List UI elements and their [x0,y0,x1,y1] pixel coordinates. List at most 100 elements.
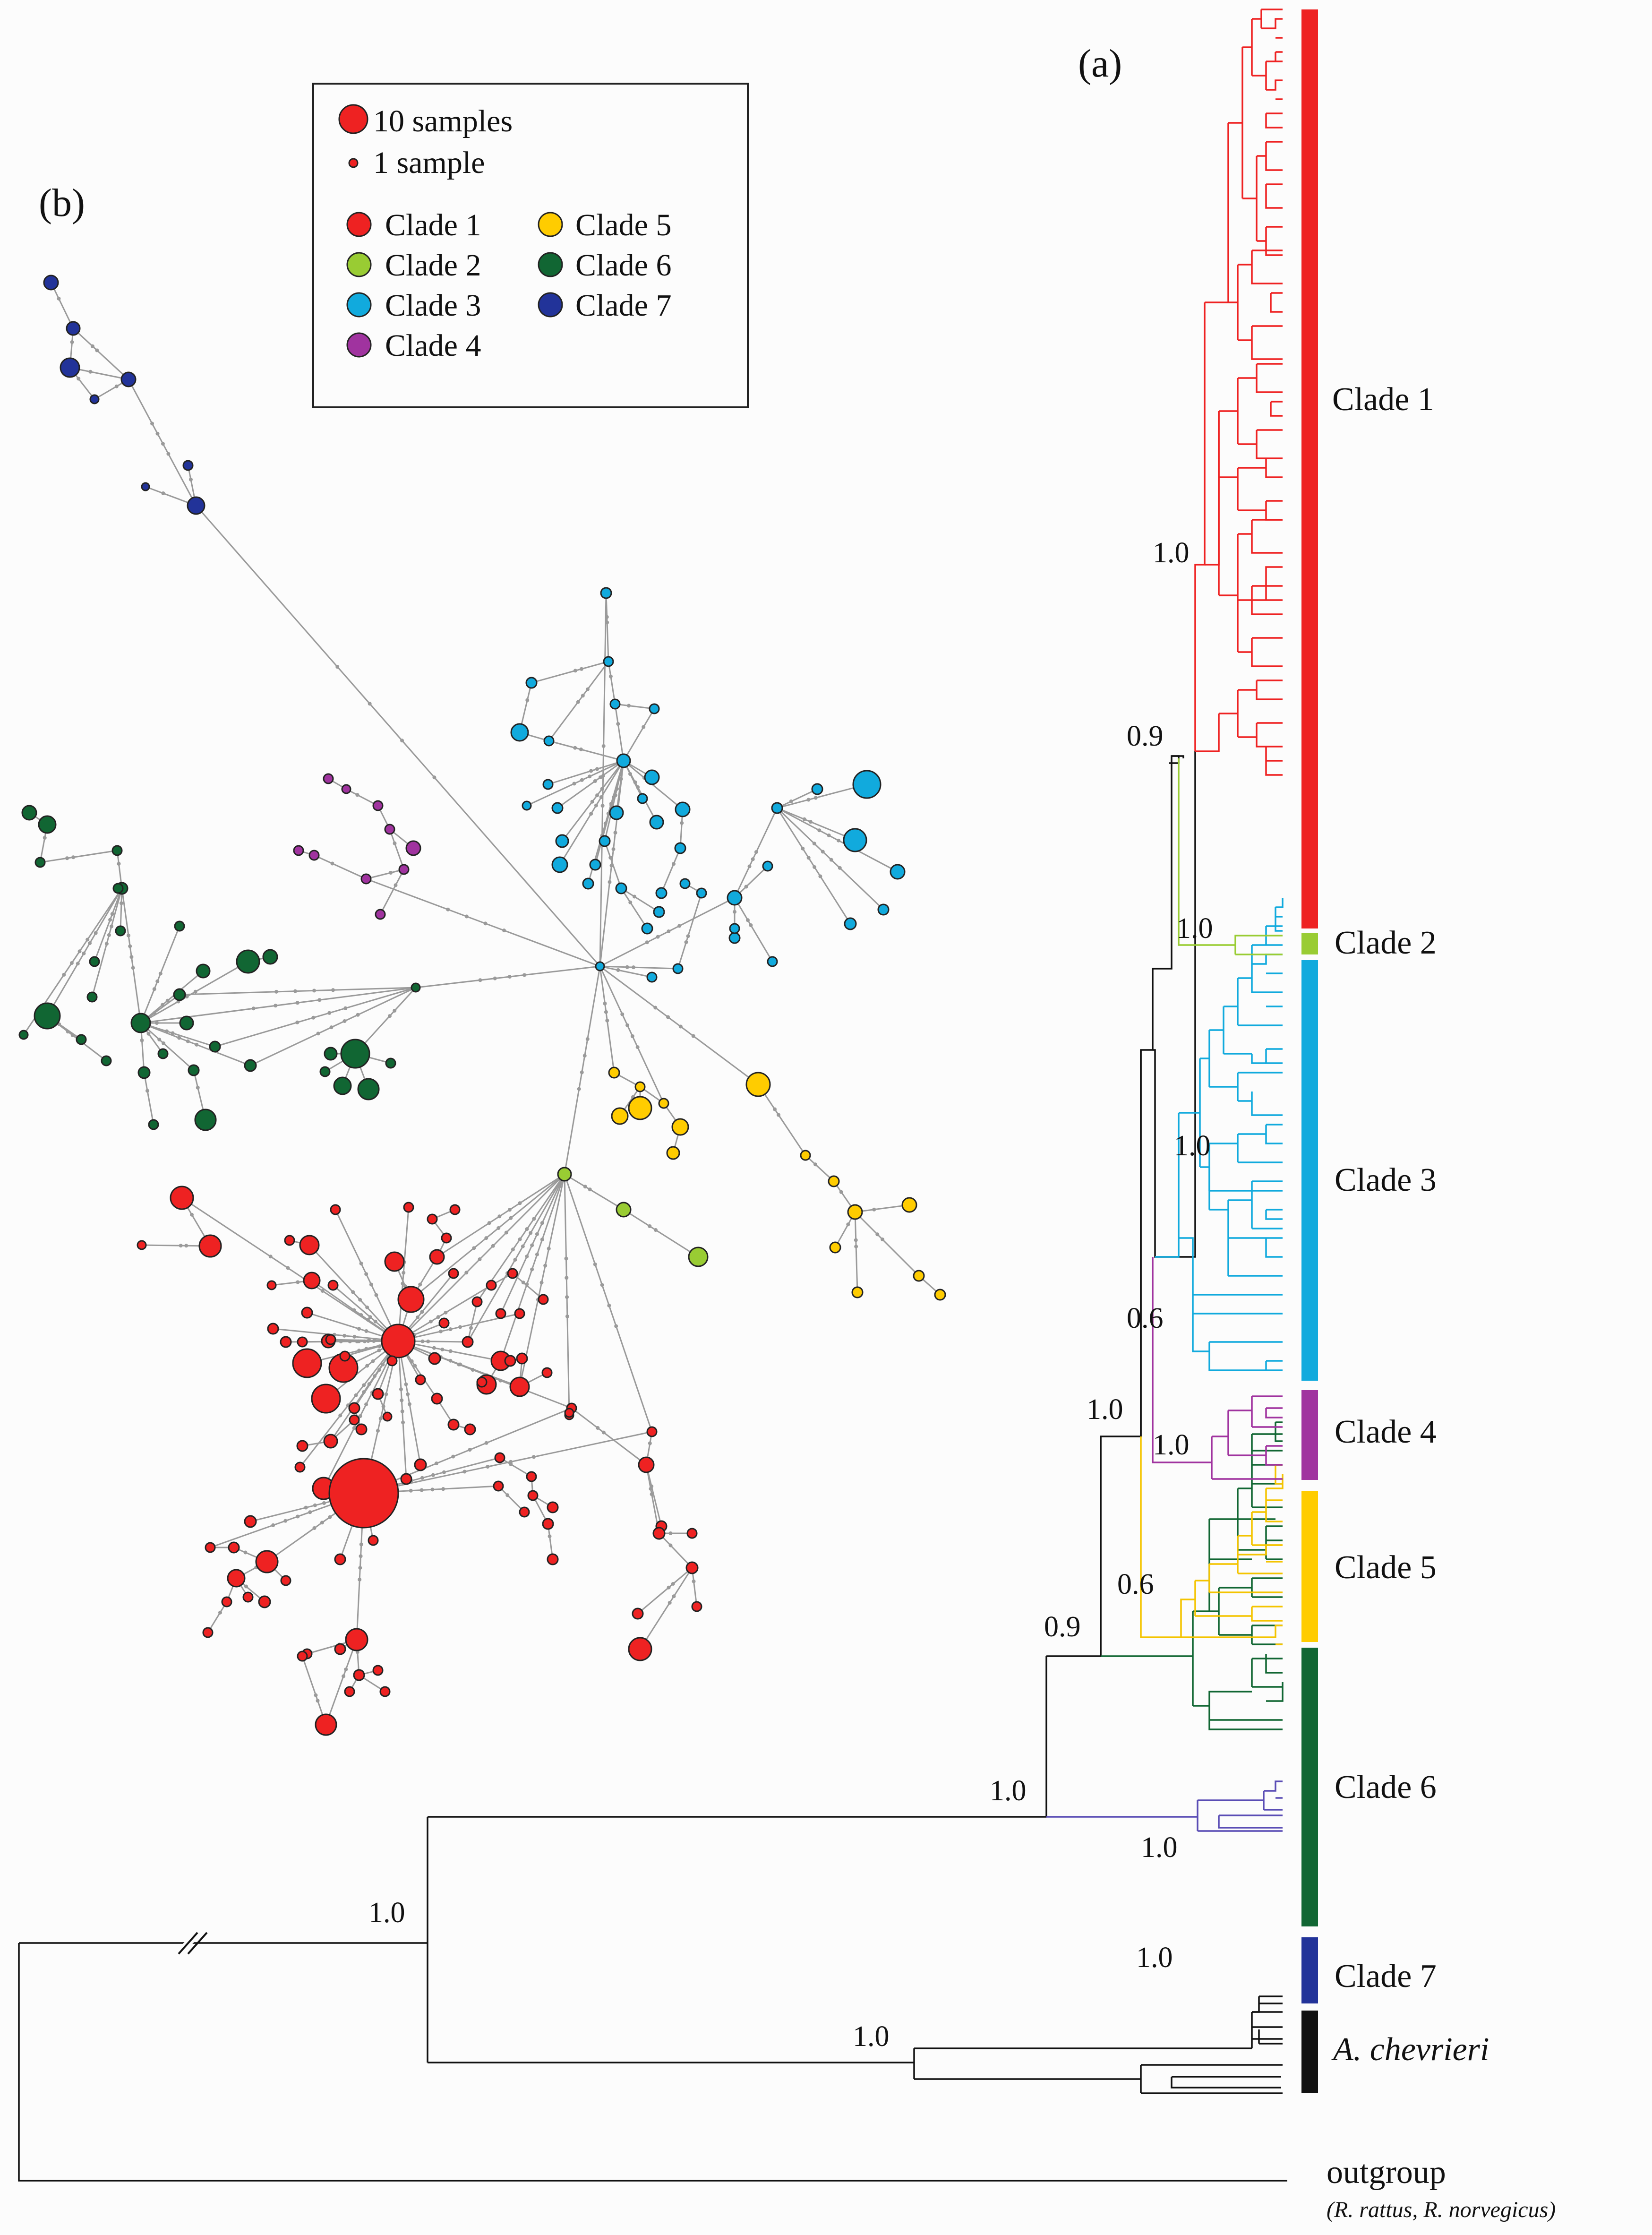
mutation-step-mark [604,1010,608,1014]
haplotype-node-clade-2 [688,1246,709,1267]
mutation-step-mark [513,1258,517,1262]
clade-label-7: Clade 7 [1335,1958,1437,1994]
haplotype-node-clade-6 [34,1002,61,1030]
mutation-step-mark [522,973,527,977]
mutation-step-mark [95,348,99,352]
legend-swatch-clade-1 [346,212,372,237]
support-clade3-4: 0.6 [1127,1302,1164,1334]
haplotype-node-clade-1 [280,1336,292,1348]
network-edge [599,760,625,967]
network-edge [325,1639,358,1725]
support-clade1: 1.0 [1153,537,1190,569]
mutation-step-mark [573,669,577,673]
mutation-step-mark [625,965,629,969]
haplotype-node-clade-1 [348,1402,360,1414]
mutation-step-mark [342,1333,347,1338]
mutation-step-mark [314,1693,318,1697]
size-legend-small-circle [348,158,359,168]
mutation-step-mark [468,1448,472,1452]
mutation-step-mark [605,615,609,619]
support-clade1-5: 0.9 [1044,1611,1081,1643]
mutation-step-mark [502,928,506,933]
network-edge [571,1407,647,1466]
network-edge [620,888,648,929]
network-edge [467,1301,478,1342]
mutation-step-mark [572,782,576,786]
haplotype-node-clade-1 [355,1423,368,1436]
mutation-step-mark [579,748,583,752]
network-edge [195,505,601,967]
mutation-step-mark [498,1378,503,1383]
mutation-step-mark [464,914,469,919]
mutation-step-mark [543,1264,548,1268]
mutation-step-mark [419,1488,424,1492]
haplotype-node-clade-1 [266,1280,277,1290]
haplotype-node-clade-5 [671,1118,689,1136]
mutation-step-mark [817,828,822,833]
legend-swatch-clade-3 [346,292,372,318]
network-edge [564,1174,653,1432]
mutation-step-mark [529,1231,533,1235]
mutation-step-mark [90,344,94,348]
mutation-step-mark [184,1244,188,1248]
network-edge [207,1601,228,1633]
network-edge [623,1209,699,1258]
haplotype-node-clade-6 [148,1119,159,1130]
haplotype-node-clade-1 [428,1352,441,1365]
mutation-step-mark [645,940,649,945]
panel-label-b: (b) [39,181,85,225]
network-edge [639,1567,693,1650]
haplotype-node-clade-7 [182,460,194,471]
haplotype-node-clade-3 [649,815,664,830]
mutation-step-mark [65,856,69,860]
mutation-step-mark [829,858,833,862]
clade-7-subtree [1046,1780,1283,1832]
clade-2-subtree [1178,758,1283,955]
legend-swatch-clade-5 [538,212,563,237]
haplotype-node-clade-1 [638,1456,655,1473]
support-chevrieri: 1.0 [853,2020,890,2053]
mutation-step-mark [478,978,482,982]
mutation-step-mark [666,1015,670,1019]
mutation-step-mark [354,1393,358,1397]
mutation-step-mark [295,1001,300,1005]
haplotype-node-clade-6 [18,1030,29,1040]
network-edge [50,282,74,329]
haplotype-node-clade-1 [471,1296,483,1307]
mutation-step-mark [521,1244,525,1248]
haplotype-node-clade-1 [280,1575,291,1586]
mutation-step-mark [451,1454,455,1459]
mutation-step-mark [472,1246,476,1250]
haplotype-node-clade-1 [384,1251,405,1272]
haplotype-node-clade-1 [296,1440,308,1452]
mutation-step-mark [313,1503,317,1507]
network-edge [557,760,624,809]
mutation-step-mark [535,1232,539,1236]
mutation-step-mark [359,1554,363,1558]
mutation-step-mark [110,912,114,916]
mutation-step-mark [351,1290,355,1294]
haplotype-node-clade-1 [255,1550,279,1573]
mutation-step-mark [119,901,123,905]
mutation-step-mark [338,1413,342,1418]
mutation-step-mark [613,831,617,835]
support-clade7: 1.0 [1136,1942,1173,1974]
haplotype-node-clade-1 [448,1268,459,1279]
mutation-step-mark [441,1487,445,1491]
mutation-step-mark [677,924,682,928]
mutation-step-mark [521,1281,525,1285]
haplotype-node-clade-5 [658,1098,669,1109]
mutation-step-mark [94,931,98,935]
haplotype-node-clade-5 [608,1066,620,1079]
haplotype-node-clade-6 [76,1034,87,1045]
mutation-step-mark [155,979,160,983]
mutation-step-mark [77,377,81,381]
haplotype-node-clade-1 [381,1324,416,1358]
haplotype-node-clade-1 [284,1235,295,1246]
network-edge [531,661,609,684]
legend-swatch-clade-2 [346,252,372,277]
haplotype-node-clade-6 [157,1048,169,1059]
haplotype-node-clade-6 [112,883,124,894]
mutation-step-mark [746,918,750,922]
haplotype-node-clade-1 [303,1272,321,1289]
